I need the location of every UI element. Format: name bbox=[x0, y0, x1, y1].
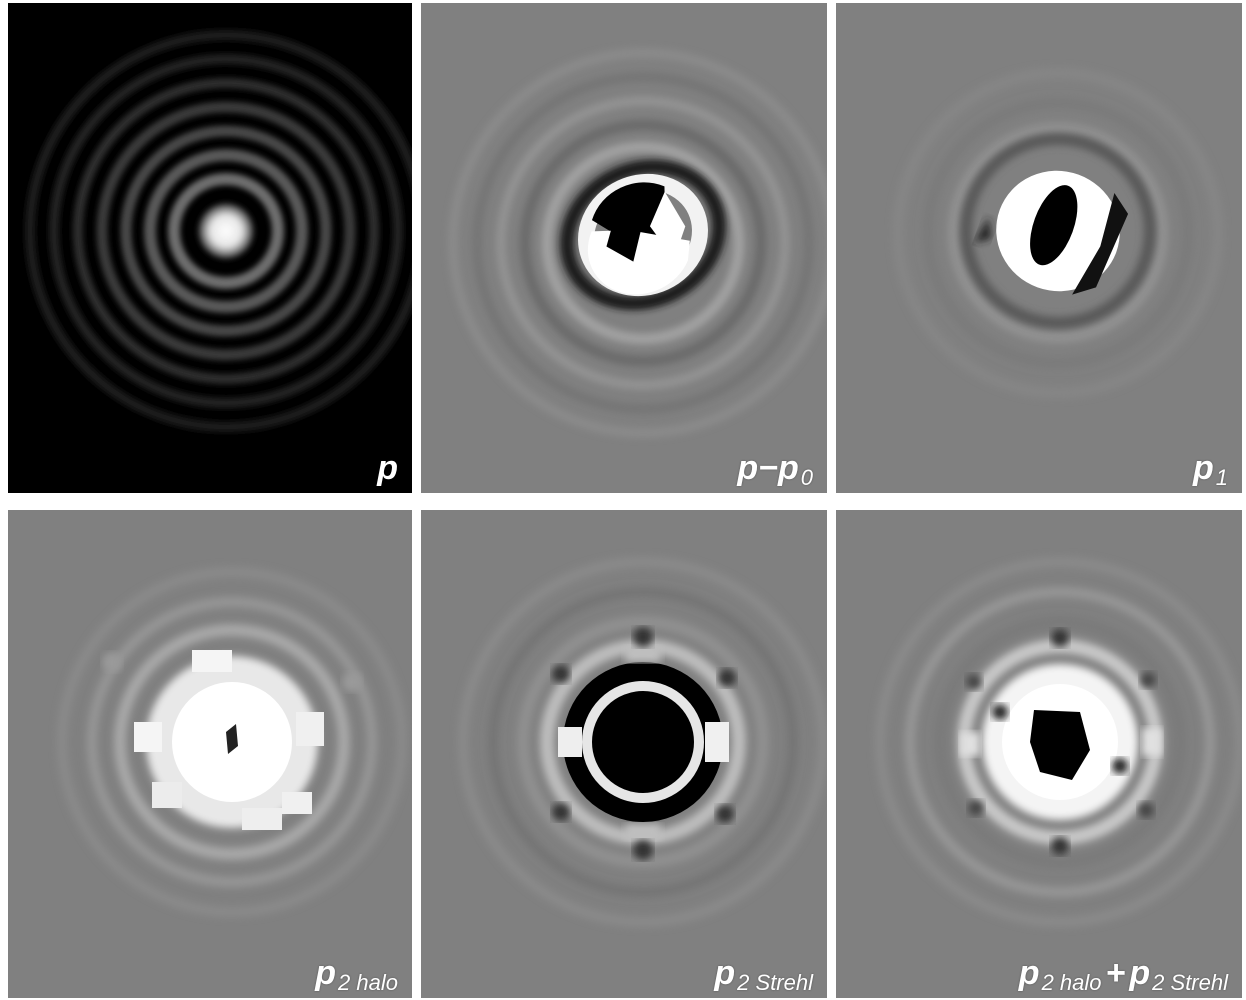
label-op: + bbox=[1105, 954, 1126, 992]
label-main: p bbox=[1018, 954, 1040, 992]
panel-label-p: p bbox=[377, 451, 398, 485]
panel-p1: p1 bbox=[836, 3, 1242, 493]
panel-label-p1: p1 bbox=[1192, 449, 1228, 489]
label-main: p bbox=[315, 954, 337, 992]
label-main2: p bbox=[1129, 954, 1151, 992]
combined-pattern-image bbox=[875, 557, 1242, 927]
halo-pattern-image bbox=[57, 567, 407, 917]
label-sub: 1 bbox=[1215, 465, 1228, 490]
label-sub2: 2 Strehl bbox=[1152, 970, 1228, 995]
panel-label-p2-halo: p2 halo bbox=[315, 954, 398, 994]
panel-p-minus-p0: p−p0 bbox=[421, 3, 827, 493]
airy-pattern-image bbox=[25, 30, 412, 432]
label-sub: 2 Strehl bbox=[737, 970, 813, 995]
panel-p2-halo-plus-strehl: p2 halo + p2 Strehl bbox=[836, 510, 1242, 998]
difference-pattern-image bbox=[448, 48, 827, 438]
label-main2: p bbox=[777, 449, 799, 487]
label-sub2: 0 bbox=[800, 465, 813, 490]
panel-p2-halo: p2 halo bbox=[8, 510, 412, 998]
label-sub: 2 halo bbox=[1041, 970, 1102, 995]
label-main: p bbox=[1192, 449, 1214, 487]
strehl-pattern-image bbox=[458, 557, 827, 927]
panel-label-p2-strehl: p2 Strehl bbox=[714, 954, 813, 994]
panel-label-p2-halo-plus-strehl: p2 halo + p2 Strehl bbox=[1018, 954, 1228, 994]
panel-label-p-minus-p0: p−p0 bbox=[737, 449, 813, 489]
label-main: p bbox=[714, 954, 736, 992]
label-op: − bbox=[758, 449, 778, 487]
first-order-pattern-image bbox=[893, 68, 1223, 398]
label-sub: 2 halo bbox=[338, 970, 398, 995]
label-main: p bbox=[377, 449, 398, 487]
panel-p2-strehl: p2 Strehl bbox=[421, 510, 827, 998]
label-main: p bbox=[737, 449, 759, 487]
panel-p: p bbox=[8, 3, 412, 493]
